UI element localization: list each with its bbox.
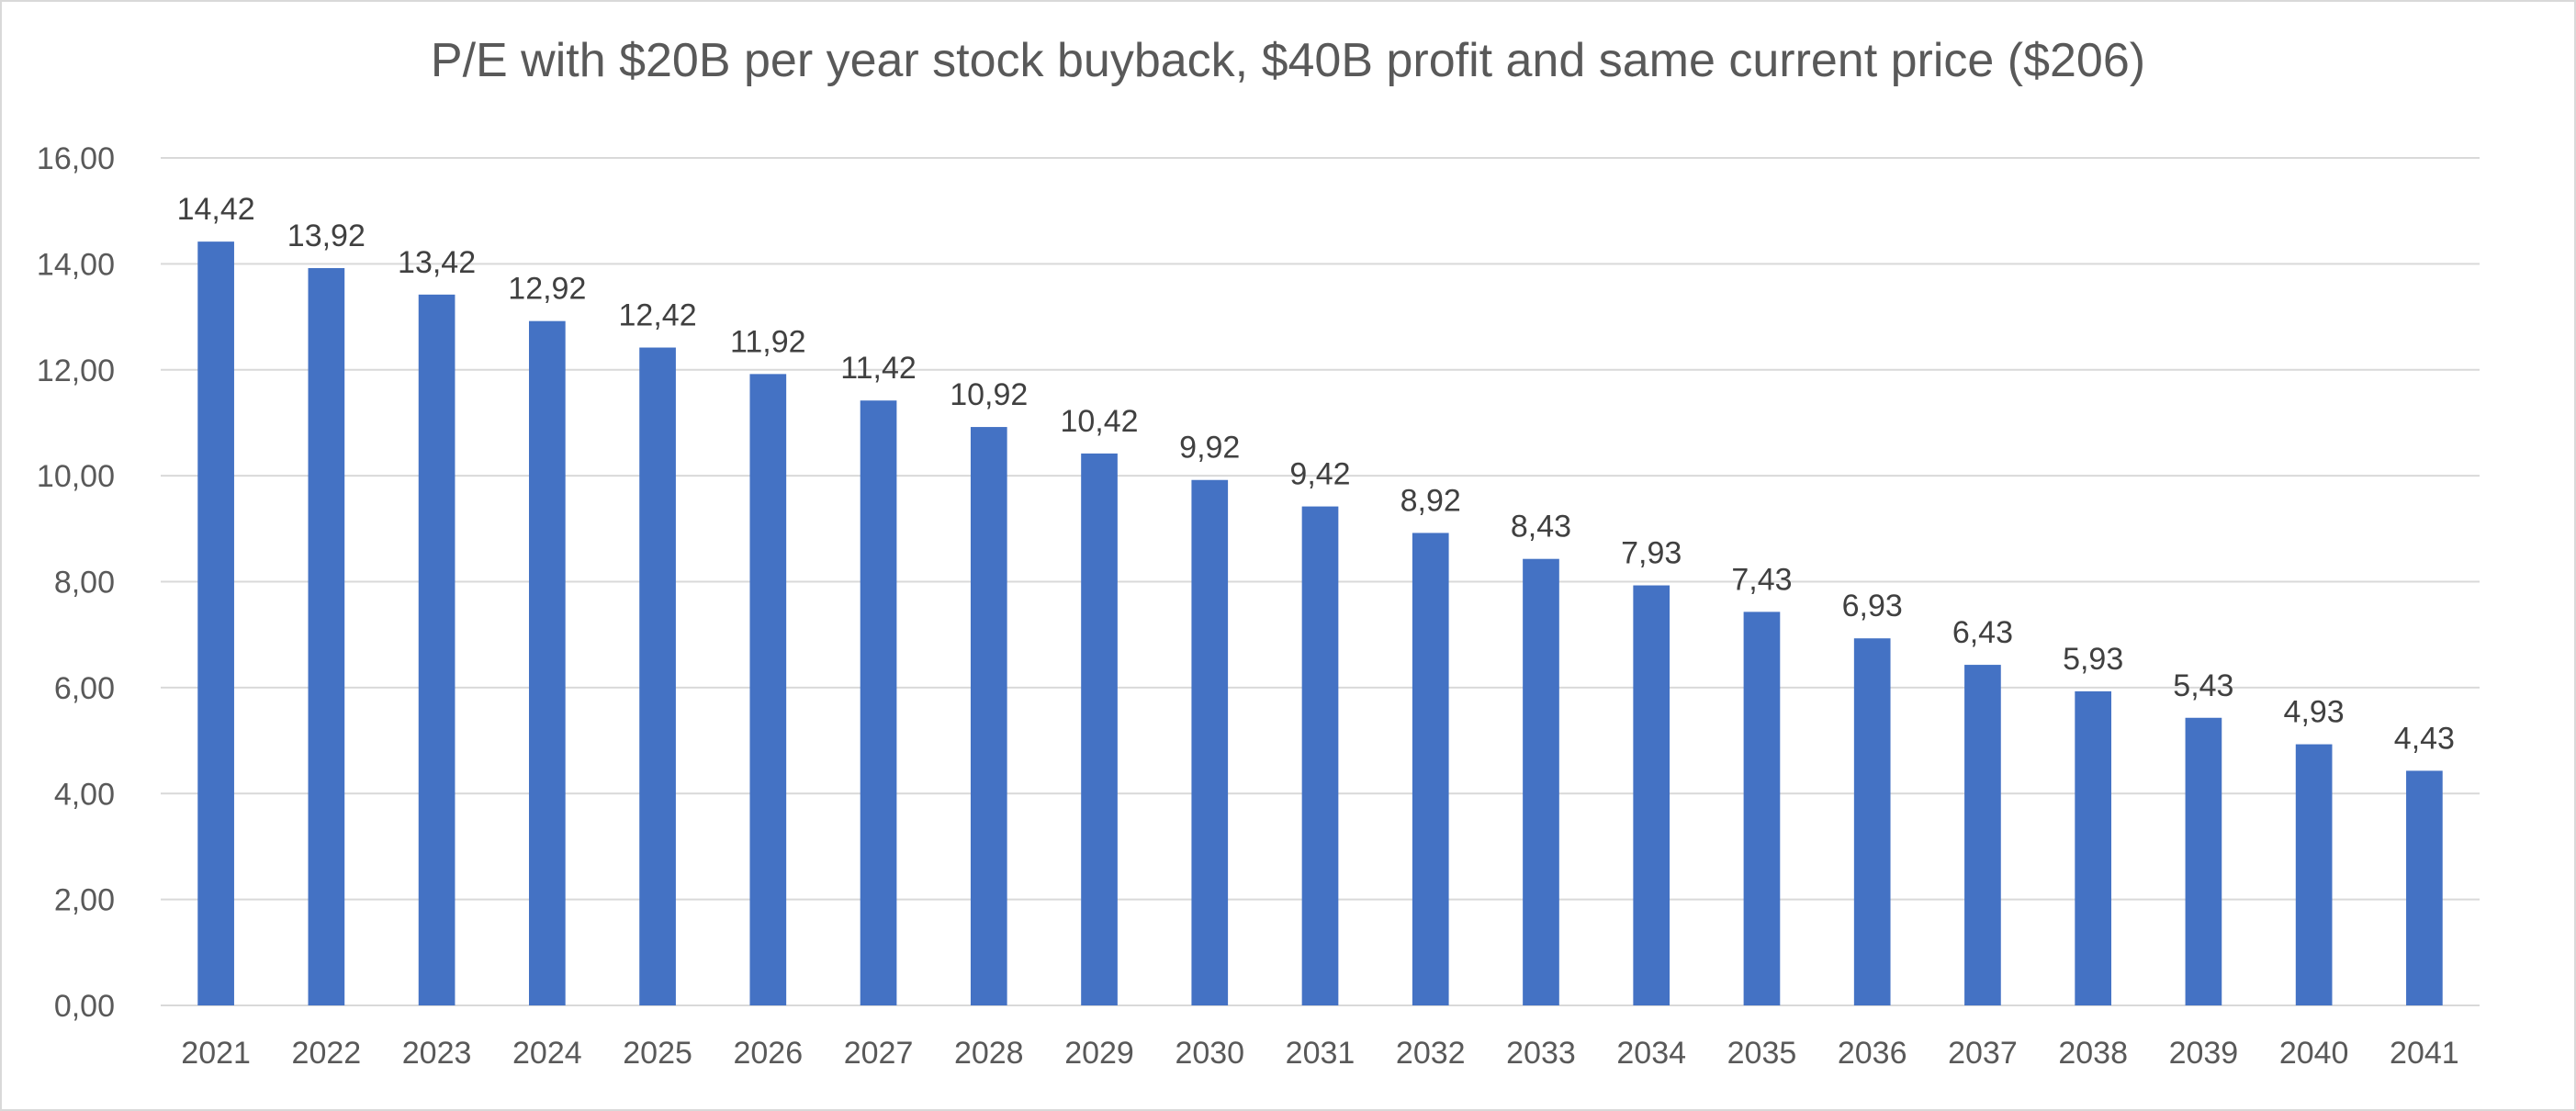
data-label-2038: 5,93 [2063,642,2123,677]
x-tick-label: 2023 [402,1036,472,1071]
data-label-2026: 11,92 [730,324,806,359]
data-label-2041: 4,43 [2394,721,2455,756]
y-tick-label: 2,00 [54,883,115,918]
bar-2034 [1633,585,1670,1005]
bar-2024 [528,320,566,1005]
x-tick-label: 2032 [1396,1036,1466,1071]
data-label-2035: 7,43 [1731,562,1792,597]
y-tick-label: 4,00 [54,777,115,812]
bar-2022 [308,267,345,1005]
data-label-2021: 14,42 [177,192,255,227]
data-label-2040: 4,93 [2284,695,2345,730]
data-label-2027: 11,42 [840,351,917,386]
x-tick-label: 2030 [1175,1036,1244,1071]
bar-2027 [860,400,897,1005]
y-axis: 0,00 2,00 4,00 6,00 8,00 10,00 12,00 14,00 16,00 [37,141,115,1024]
x-tick-label: 2035 [1727,1036,1797,1071]
x-tick-label: 2028 [954,1036,1024,1071]
bar-2037 [1964,665,2001,1005]
data-label-2033: 8,43 [1511,510,1571,544]
bar-2035 [1743,612,1781,1005]
x-tick-label: 2029 [1064,1036,1134,1071]
x-tick-label: 2038 [2058,1036,2128,1071]
chart-title: P/E with $20B per year stock buyback, $4… [430,34,2146,87]
y-tick-label: 10,00 [37,459,115,494]
x-axis: 2021 2022 2023 2024 2025 2026 2027 2028 2029 2030… [181,1036,2458,1071]
y-tick-label: 6,00 [54,671,115,706]
x-tick-label: 2033 [1506,1036,1576,1071]
bar-2038 [2075,690,2112,1005]
bar-2028 [970,427,1007,1005]
y-tick-label: 0,00 [54,989,115,1024]
x-tick-label: 2034 [1616,1036,1686,1071]
y-tick-label: 12,00 [37,354,115,388]
x-tick-label: 2037 [1948,1036,2018,1071]
bar-2039 [2185,717,2222,1005]
bar-2026 [749,374,787,1005]
bar-2030 [1191,479,1229,1005]
x-tick-label: 2025 [623,1036,692,1071]
bar-2031 [1301,506,1339,1005]
y-tick-label: 16,00 [37,141,115,176]
y-tick-label: 8,00 [54,566,115,600]
data-label-2036: 6,93 [1842,589,1903,623]
x-tick-label: 2026 [733,1036,803,1071]
y-tick-label: 14,00 [37,247,115,282]
bar-2032 [1412,533,1449,1005]
x-tick-label: 2040 [2279,1036,2349,1071]
bar-2023 [418,294,456,1005]
bar-2021 [197,241,234,1005]
bar-2036 [1853,638,1891,1005]
x-tick-label: 2036 [1838,1036,1907,1071]
x-tick-label: 2022 [292,1036,362,1071]
x-tick-label: 2031 [1286,1036,1355,1071]
x-tick-label: 2041 [2390,1036,2459,1071]
data-label-2028: 10,92 [950,377,1028,412]
data-labels: 14,42 13,92 13,42 12,92 12,42 11,92 11,42 10,92… [177,192,2455,756]
data-label-2034: 7,93 [1621,536,1682,571]
bars [197,241,2443,1005]
data-label-2037: 6,43 [1952,615,2013,650]
data-label-2032: 8,92 [1400,483,1461,518]
bar-2040 [2295,744,2333,1005]
x-tick-label: 2039 [2169,1036,2239,1071]
bar-2029 [1081,453,1118,1005]
x-tick-label: 2027 [844,1036,914,1071]
data-label-2029: 10,42 [1060,404,1138,439]
data-label-2023: 13,42 [398,245,476,280]
data-label-2030: 9,92 [1179,431,1240,466]
bar-2033 [1523,558,1559,1005]
bar-2041 [2406,770,2443,1005]
x-tick-label: 2024 [512,1036,582,1071]
bar-2025 [639,347,676,1005]
data-label-2022: 13,92 [287,219,366,253]
data-label-2031: 9,42 [1289,457,1350,492]
data-label-2039: 5,43 [2173,668,2233,703]
data-label-2025: 12,42 [619,298,697,333]
data-label-2024: 12,92 [508,272,586,307]
x-tick-label: 2021 [181,1036,251,1071]
